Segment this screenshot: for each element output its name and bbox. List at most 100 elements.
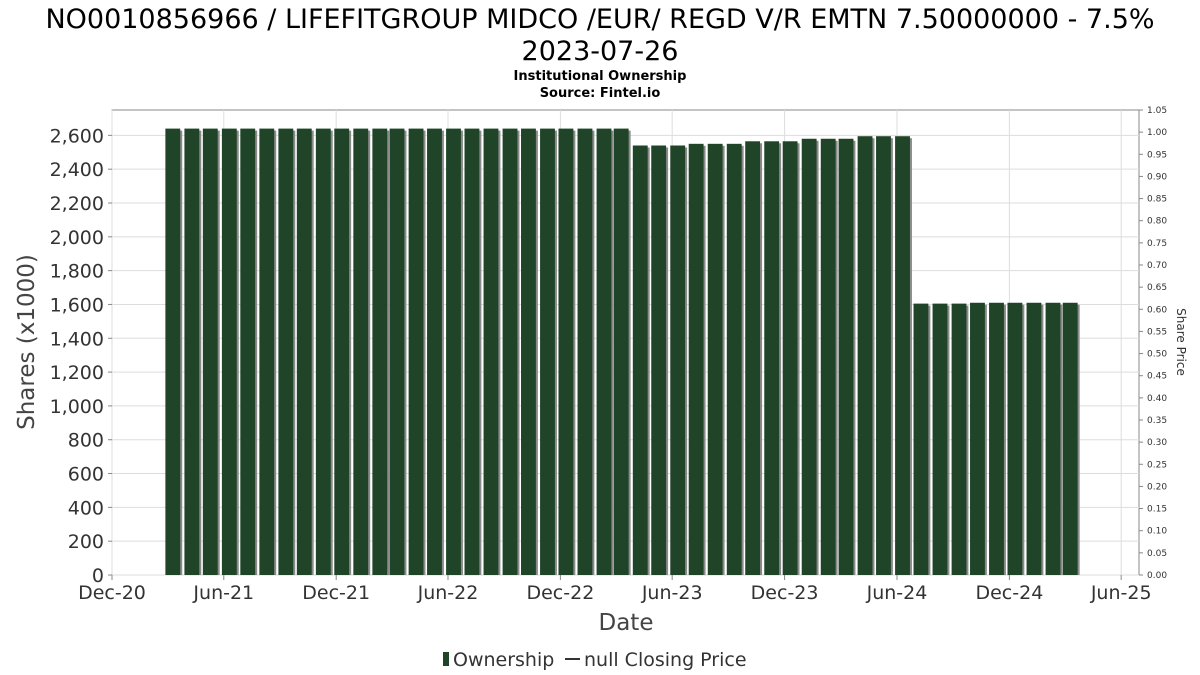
- y2-tick-label: 0.40: [1147, 394, 1167, 404]
- x-tick-label: Jun-25: [1090, 582, 1152, 604]
- ownership-bar-fill: [558, 128, 574, 575]
- ownership-bar: [483, 128, 501, 575]
- y2-tick-label: 1.05: [1147, 106, 1167, 116]
- y2-tick-label: 0.95: [1147, 150, 1167, 160]
- legend: Ownership null Closing Price: [443, 649, 747, 671]
- ownership-bar-fill: [1045, 302, 1061, 575]
- ownership-bar-fill: [632, 145, 648, 575]
- ownership-bar: [688, 143, 706, 575]
- ownership-bar-fill: [315, 128, 331, 575]
- ownership-bar-fill: [521, 128, 536, 575]
- ownership-bar: [427, 128, 444, 575]
- ownership-bar: [184, 128, 202, 575]
- ownership-bar-fill: [165, 128, 181, 575]
- ownership-bar-fill: [838, 138, 854, 575]
- ownership-bar-fill: [932, 303, 948, 575]
- ownership-bar: [464, 128, 482, 575]
- x-tick-label: Dec-24: [975, 582, 1043, 604]
- y2-tick-label: 0.05: [1147, 549, 1167, 559]
- y2-axis-label: Share Price: [1174, 308, 1188, 376]
- chart-title-line1: NO0010856966 / LIFEFITGROUP MIDCO /EUR/ …: [45, 4, 1154, 35]
- ownership-bar-fill: [857, 136, 873, 575]
- ownership-bar-fill: [913, 303, 929, 575]
- ownership-bar-fill: [895, 136, 910, 575]
- y-tick-label: 600: [68, 464, 104, 486]
- y2-tick-label: 0.25: [1147, 460, 1167, 470]
- ownership-bar: [782, 141, 800, 576]
- y2-tick-label: 0.80: [1147, 217, 1167, 227]
- y-axis: 0 200 400 600 800 1,000 1,200 1,400 1,600 1,800 2,…: [50, 125, 112, 587]
- y2-tick-label: 0.10: [1147, 527, 1167, 537]
- y2-tick-label: 0.20: [1147, 482, 1167, 492]
- ownership-bar: [259, 128, 277, 575]
- ownership-bar: [707, 143, 725, 575]
- ownership-bar-fill: [707, 143, 723, 575]
- ownership-bar: [1045, 302, 1063, 575]
- ownership-bar-fill: [670, 145, 686, 575]
- x-tick-label: Dec-20: [78, 582, 146, 604]
- ownership-bar-fill: [464, 128, 480, 575]
- y-tick-label: 400: [68, 497, 104, 519]
- ownership-bar-fill: [989, 302, 1004, 575]
- y2-tick-label: 0.35: [1147, 416, 1167, 426]
- ownership-bar: [540, 128, 557, 575]
- ownership-bar: [951, 303, 969, 575]
- ownership-bar: [876, 136, 893, 575]
- ownership-bar: [315, 128, 333, 575]
- ownership-bar: [1026, 302, 1044, 575]
- ownership-bar-fill: [408, 128, 424, 575]
- ownership-bar: [651, 145, 669, 575]
- y-tick-label: 0: [92, 565, 104, 587]
- y2-axis: 0.00 0.05 0.10 0.15 0.20 0.25 0.30 0.35 0.40 0.45…: [1139, 106, 1167, 581]
- ownership-bar: [913, 303, 931, 575]
- chart-title-line2: 2023-07-26: [522, 36, 679, 67]
- x-tick-label: Jun-24: [866, 582, 928, 604]
- y2-tick-label: 0.65: [1147, 283, 1167, 293]
- y-axis-label: Shares (x1000): [14, 254, 40, 430]
- chart-subtitle: Institutional Ownership: [514, 69, 687, 84]
- y-tick-label: 200: [68, 531, 104, 553]
- ownership-bar: [389, 128, 407, 575]
- ownership-bar: [446, 128, 463, 575]
- ownership-bar-fill: [782, 141, 798, 576]
- x-tick-label: Dec-22: [526, 582, 594, 604]
- ownership-bar-fill: [184, 128, 200, 575]
- ownership-bar: [764, 141, 782, 576]
- ownership-bar-fill: [202, 128, 218, 575]
- ownership-bar: [989, 302, 1006, 575]
- ownership-bar: [558, 128, 576, 575]
- ownership-bar: [895, 136, 912, 575]
- ownership-bar: [1007, 302, 1025, 575]
- ownership-bar: [165, 128, 183, 575]
- y-tick-label: 1,600: [50, 294, 104, 316]
- y2-tick-label: 0.30: [1147, 438, 1167, 448]
- ownership-bar-fill: [334, 128, 350, 575]
- x-axis-label: Date: [599, 610, 654, 636]
- ownership-bar-fill: [1062, 302, 1078, 575]
- x-tick-label: Dec-21: [302, 582, 370, 604]
- y2-tick-label: 0.75: [1147, 239, 1167, 249]
- ownership-bar-fill: [427, 128, 442, 575]
- ownership-bar: [577, 128, 595, 575]
- ownership-bar-fill: [483, 128, 499, 575]
- ownership-bar: [932, 303, 950, 575]
- bars: [165, 128, 1080, 576]
- y2-tick-label: 1.00: [1147, 128, 1167, 138]
- ownership-bar-fill: [221, 128, 237, 575]
- x-tick-label: Dec-23: [751, 582, 819, 604]
- y2-tick-label: 0.45: [1147, 372, 1167, 382]
- ownership-bar-fill: [1007, 302, 1023, 575]
- ownership-bar: [726, 143, 744, 575]
- ownership-bar: [1062, 302, 1080, 575]
- ownership-bar: [632, 145, 650, 575]
- ownership-bar: [296, 128, 314, 575]
- ownership-bar-fill: [596, 128, 612, 575]
- ownership-bar-fill: [372, 128, 388, 575]
- ownership-bar-fill: [240, 128, 256, 575]
- ownership-bar: [745, 141, 763, 576]
- ownership-bar-fill: [353, 128, 369, 575]
- ownership-bar-fill: [820, 138, 836, 575]
- y-tick-label: 1,200: [50, 362, 104, 384]
- y2-tick-label: 0.90: [1147, 172, 1167, 182]
